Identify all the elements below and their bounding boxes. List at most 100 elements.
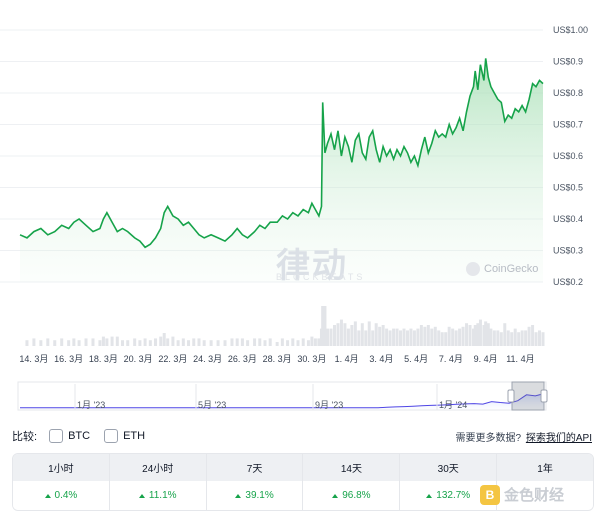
volume-bar	[520, 330, 524, 346]
nav-tick-label: 1月 '24	[439, 400, 467, 410]
volume-bar	[39, 340, 43, 346]
volume-bar	[461, 326, 465, 346]
checkbox-icon[interactable]	[49, 429, 64, 443]
navigator-handle-right[interactable]	[540, 389, 548, 403]
volume-bar	[332, 325, 336, 346]
volume-bar	[126, 340, 130, 346]
volume-bar	[510, 332, 514, 346]
y-tick-label: US$0.6	[553, 151, 583, 161]
volume-bar	[371, 330, 375, 346]
volume-bar	[329, 328, 333, 346]
volume-bar	[527, 326, 531, 346]
compare-btc-checkbox[interactable]: BTC	[49, 429, 90, 443]
volume-bar	[458, 328, 462, 346]
volume-bar	[506, 330, 510, 346]
volume-bar	[378, 326, 382, 346]
volume-bar	[230, 338, 234, 346]
volume-bar	[430, 328, 434, 346]
api-prompt: 需要更多数据? 探索我们的API	[456, 429, 592, 444]
y-tick-label: US$1.00	[553, 25, 588, 35]
arrow-up-icon	[138, 493, 145, 498]
volume-bar	[148, 340, 152, 346]
compare-btc-label: BTC	[68, 430, 91, 442]
volume-bar	[67, 340, 71, 346]
x-tick-label: 16. 3月	[54, 354, 83, 364]
volume-bar	[323, 306, 327, 346]
volume-bar	[77, 340, 81, 346]
nav-tick-label: 9月 '23	[315, 400, 343, 410]
perf-value-text: 11.1%	[148, 490, 177, 501]
volume-bar	[286, 340, 290, 346]
volume-bar	[423, 326, 427, 346]
volume-bar	[321, 306, 325, 346]
volume-bar	[489, 328, 493, 346]
volume-bar	[538, 330, 542, 346]
volume-bar	[402, 328, 406, 346]
volume-bar	[517, 332, 521, 346]
x-tick-label: 14. 3月	[19, 354, 48, 364]
y-tick-label: US$0.4	[553, 214, 583, 224]
x-tick-label: 9. 4月	[474, 354, 498, 364]
volume-bar	[25, 340, 29, 346]
price-chart: US$1.00 US$0.9 US$0.8 US$0.7 US$0.6 US$0.5 US$…	[0, 25, 588, 411]
volume-bar	[367, 321, 371, 346]
perf-header-30d: 30天	[400, 454, 498, 481]
volume-bar	[468, 325, 472, 346]
volume-bar	[280, 338, 284, 346]
volume-bar	[313, 338, 317, 346]
volume-bar	[53, 340, 57, 346]
api-link[interactable]: 探索我们的API	[525, 432, 592, 444]
volume-bar	[176, 340, 180, 346]
perf-header-1y: 1年	[537, 464, 553, 475]
perf-value-text: 96.8%	[342, 490, 371, 501]
volume-bar	[484, 321, 488, 346]
volume-bar	[105, 338, 109, 346]
perf-header-14d: 14天	[303, 454, 401, 481]
volume-bar	[60, 338, 64, 346]
volume-bar	[454, 330, 458, 346]
x-tick-label: 26. 3月	[228, 354, 257, 364]
volume-bar	[246, 340, 250, 346]
volume-bar	[451, 328, 455, 346]
compare-eth-checkbox[interactable]: ETH	[104, 429, 145, 443]
perf-value-7d: 39.1%	[207, 481, 304, 510]
perf-value-14d: 96.8%	[303, 481, 401, 510]
y-tick-label: US$0.2	[553, 277, 583, 287]
y-tick-label: US$0.5	[553, 183, 583, 193]
volume-bar	[534, 332, 538, 346]
volume-bar	[392, 328, 396, 346]
volume-bar	[412, 330, 416, 346]
volume-bar	[235, 338, 239, 346]
volume-bar	[447, 326, 451, 346]
navigator-window[interactable]	[511, 381, 545, 411]
volume-bar	[98, 340, 102, 346]
navigator-handle-left[interactable]	[507, 389, 515, 403]
volume-bar	[478, 319, 482, 346]
volume-bar	[84, 338, 88, 346]
volume-bar	[181, 338, 185, 346]
checkbox-icon[interactable]	[104, 429, 119, 443]
volume-bar	[115, 336, 119, 346]
volume-bar	[492, 330, 496, 346]
volume-bar	[263, 340, 267, 346]
x-tick-label: 5. 4月	[404, 354, 428, 364]
arrow-up-icon	[235, 493, 242, 498]
volume-bar	[426, 325, 430, 346]
volume-bar	[306, 340, 310, 346]
volume-bars	[25, 306, 545, 346]
jinse-watermark: B 金色财经	[480, 484, 564, 505]
volume-bar	[301, 338, 305, 346]
price-line	[19, 58, 544, 249]
arrow-up-icon	[426, 493, 433, 498]
nav-tick-label: 1月 '23	[77, 400, 105, 410]
volume-bar	[440, 332, 444, 346]
volume-bar	[399, 330, 403, 346]
volume-bar	[444, 332, 448, 346]
range-navigator[interactable]: 1月 '23 5月 '23 9月 '23 1月 '24	[17, 381, 548, 411]
volume-bar	[476, 323, 480, 346]
jinse-logo-icon: B	[480, 484, 500, 505]
volume-bar	[202, 340, 206, 346]
x-tick-label: 3. 4月	[369, 354, 393, 364]
perf-header-1h: 1小时	[13, 454, 110, 481]
perf-value-text: 0.4%	[54, 490, 78, 501]
